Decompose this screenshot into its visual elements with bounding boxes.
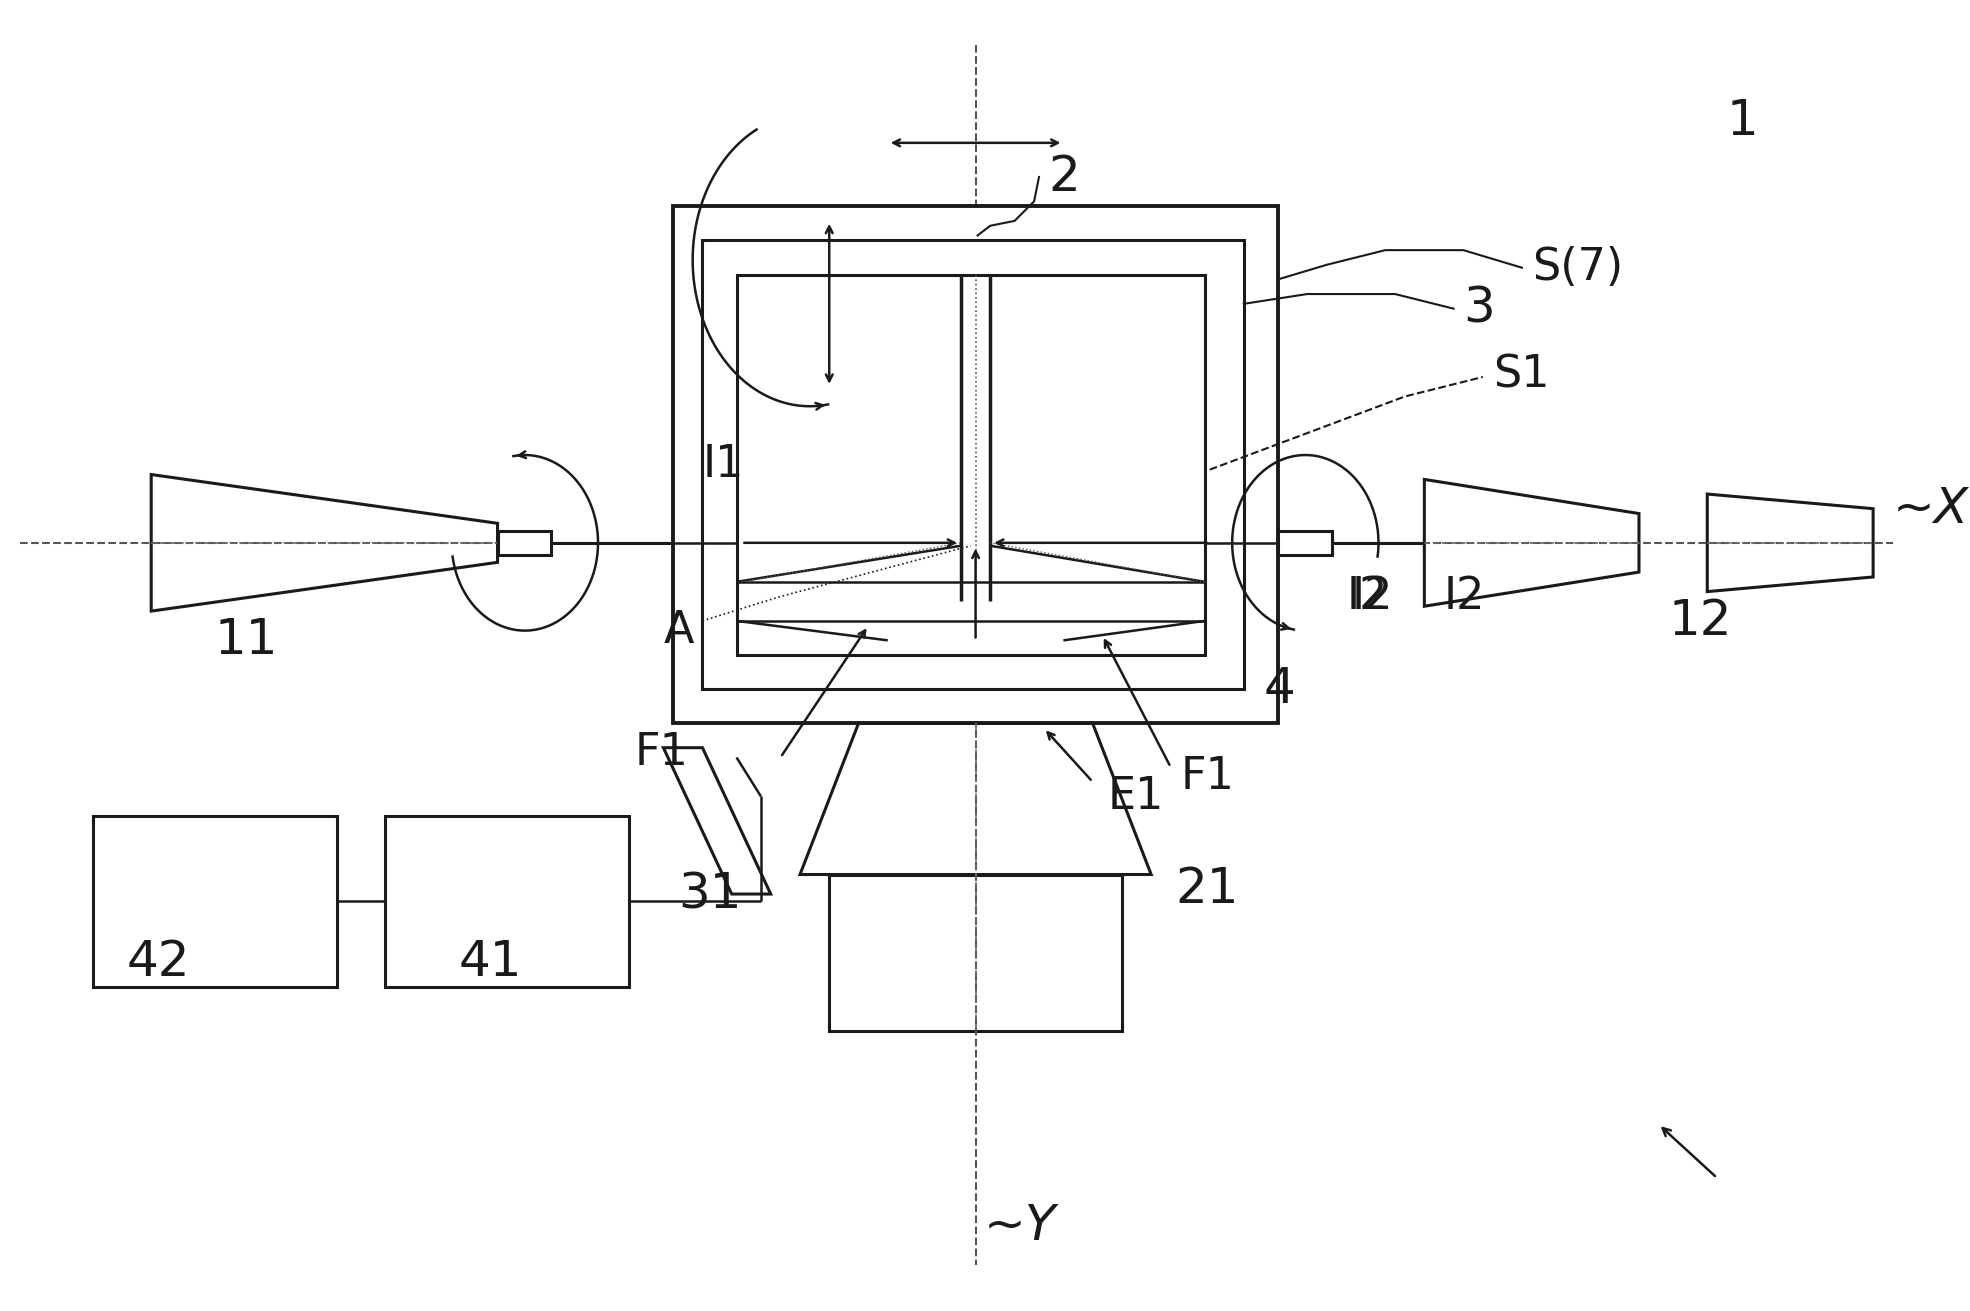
Text: 11: 11 [215,616,278,665]
Bar [829,874,1123,1030]
Polygon shape [664,747,770,894]
Text: ~X: ~X [1893,485,1968,532]
Text: 31: 31 [678,871,741,918]
Text: 41: 41 [459,939,522,986]
Text: S1: S1 [1493,354,1548,396]
Text: F1: F1 [1180,755,1235,798]
Text: A: A [664,610,693,652]
Text: 4: 4 [1263,665,1294,713]
Polygon shape [152,475,498,611]
Bar [498,531,552,555]
Bar [703,240,1243,690]
Text: ~Y: ~Y [983,1202,1056,1249]
Text: E1: E1 [1107,775,1164,818]
Polygon shape [800,724,1150,874]
Text: 3: 3 [1464,284,1495,333]
Text: I2: I2 [1351,576,1393,617]
Text: I2: I2 [1346,576,1387,617]
Text: 2: 2 [1048,153,1080,201]
Bar [674,206,1279,724]
Bar [737,274,1206,656]
Text: 1: 1 [1728,97,1759,146]
Polygon shape [1424,480,1639,606]
Bar [93,815,337,987]
Text: I2: I2 [1444,576,1485,617]
Bar [386,815,628,987]
Text: S(7): S(7) [1531,246,1623,290]
Text: I1: I1 [703,443,745,486]
Polygon shape [1708,494,1873,591]
Text: 42: 42 [126,939,191,986]
Text: F1: F1 [634,732,688,773]
Text: 12: 12 [1669,597,1732,645]
Text: 21: 21 [1176,865,1239,914]
Bar [1279,531,1332,555]
